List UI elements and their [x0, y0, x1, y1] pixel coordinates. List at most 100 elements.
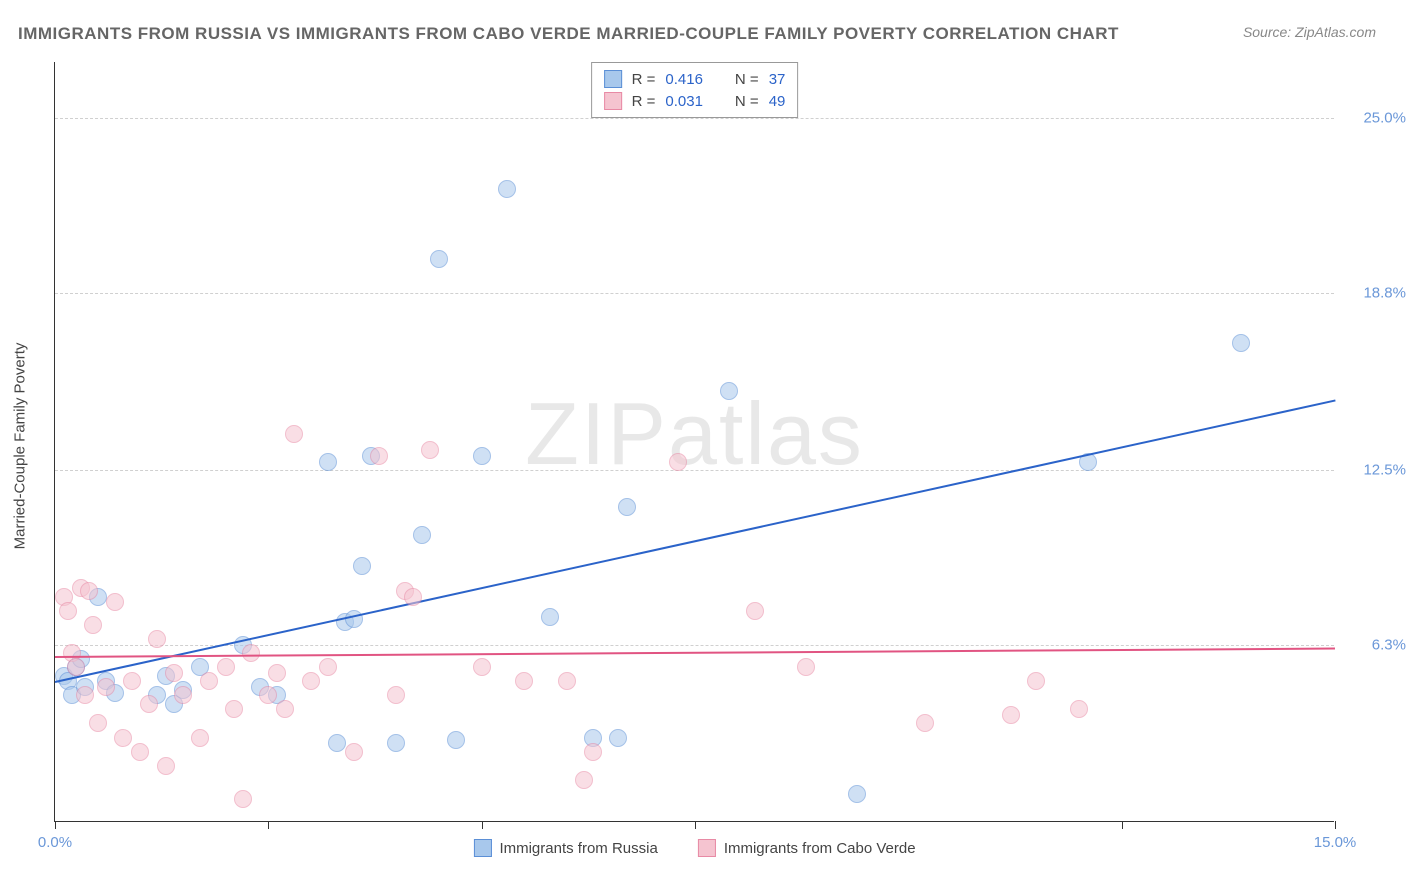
data-point: [89, 714, 107, 732]
data-point: [276, 700, 294, 718]
data-point: [848, 785, 866, 803]
data-point: [234, 790, 252, 808]
y-tick-label: 6.3%: [1346, 636, 1406, 653]
y-axis-label: Married-Couple Family Poverty: [12, 343, 29, 550]
data-point: [797, 658, 815, 676]
x-tick: [695, 821, 696, 829]
data-point: [746, 602, 764, 620]
x-tick: [1335, 821, 1336, 829]
gridline: [55, 293, 1334, 294]
watermark-zip: ZIP: [525, 383, 668, 482]
data-point: [720, 382, 738, 400]
data-point: [106, 593, 124, 611]
data-point: [80, 582, 98, 600]
gridline: [55, 470, 1334, 471]
data-point: [558, 672, 576, 690]
legend-r-value: 0.416: [665, 71, 703, 88]
legend-r-label: R =: [632, 71, 656, 88]
data-point: [413, 526, 431, 544]
data-point: [148, 630, 166, 648]
data-point: [84, 616, 102, 634]
data-point: [618, 498, 636, 516]
legend-item: Immigrants from Cabo Verde: [698, 839, 916, 857]
data-point: [575, 771, 593, 789]
data-point: [97, 678, 115, 696]
data-point: [157, 757, 175, 775]
data-point: [609, 729, 627, 747]
data-point: [268, 664, 286, 682]
watermark: ZIPatlas: [525, 382, 864, 484]
trend-line: [55, 400, 1335, 683]
data-point: [302, 672, 320, 690]
data-point: [1002, 706, 1020, 724]
x-tick: [268, 821, 269, 829]
legend-r-value: 0.031: [665, 93, 703, 110]
data-point: [165, 664, 183, 682]
legend-item: Immigrants from Russia: [473, 839, 657, 857]
data-point: [319, 658, 337, 676]
legend-row: R = 0.031 N = 49: [604, 90, 786, 112]
x-tick-label: 0.0%: [38, 834, 72, 851]
data-point: [430, 250, 448, 268]
data-point: [123, 672, 141, 690]
data-point: [76, 686, 94, 704]
legend-n-value: 49: [769, 93, 786, 110]
legend-swatch: [698, 839, 716, 857]
legend-series-name: Immigrants from Russia: [499, 840, 657, 857]
y-tick-label: 12.5%: [1346, 462, 1406, 479]
data-point: [515, 672, 533, 690]
chart-title: IMMIGRANTS FROM RUSSIA VS IMMIGRANTS FRO…: [18, 24, 1119, 44]
data-point: [225, 700, 243, 718]
legend-swatch: [473, 839, 491, 857]
x-tick: [482, 821, 483, 829]
data-point: [174, 686, 192, 704]
data-point: [387, 734, 405, 752]
series-legend: Immigrants from Russia Immigrants from Ca…: [473, 839, 915, 857]
y-tick-label: 18.8%: [1346, 284, 1406, 301]
data-point: [1027, 672, 1045, 690]
x-tick: [1122, 821, 1123, 829]
data-point: [473, 447, 491, 465]
data-point: [1232, 334, 1250, 352]
legend-row: R = 0.416 N = 37: [604, 68, 786, 90]
data-point: [916, 714, 934, 732]
data-point: [200, 672, 218, 690]
plot-area: ZIPatlas R =0.416N =37R =0.031N =49 Immi…: [54, 62, 1334, 822]
data-point: [669, 453, 687, 471]
data-point: [421, 441, 439, 459]
legend-swatch: [604, 92, 622, 110]
data-point: [285, 425, 303, 443]
data-point: [67, 658, 85, 676]
data-point: [1070, 700, 1088, 718]
legend-r-label: R =: [632, 93, 656, 110]
data-point: [404, 588, 422, 606]
legend-swatch: [604, 70, 622, 88]
data-point: [217, 658, 235, 676]
legend-n-label: N =: [735, 71, 759, 88]
data-point: [242, 644, 260, 662]
data-point: [131, 743, 149, 761]
x-tick: [55, 821, 56, 829]
legend-series-name: Immigrants from Cabo Verde: [724, 840, 916, 857]
data-point: [345, 743, 363, 761]
x-tick-label: 15.0%: [1314, 834, 1357, 851]
data-point: [114, 729, 132, 747]
data-point: [498, 180, 516, 198]
data-point: [140, 695, 158, 713]
gridline: [55, 118, 1334, 119]
data-point: [370, 447, 388, 465]
data-point: [447, 731, 465, 749]
data-point: [259, 686, 277, 704]
data-point: [328, 734, 346, 752]
correlation-legend: R = 0.416 N = 37 R = 0.031 N = 49: [591, 62, 799, 118]
data-point: [319, 453, 337, 471]
data-point: [59, 602, 77, 620]
data-point: [353, 557, 371, 575]
legend-n-value: 37: [769, 71, 786, 88]
data-point: [584, 743, 602, 761]
y-tick-label: 25.0%: [1346, 110, 1406, 127]
legend-n-label: N =: [735, 93, 759, 110]
data-point: [191, 729, 209, 747]
source-attribution: Source: ZipAtlas.com: [1243, 24, 1376, 40]
data-point: [541, 608, 559, 626]
